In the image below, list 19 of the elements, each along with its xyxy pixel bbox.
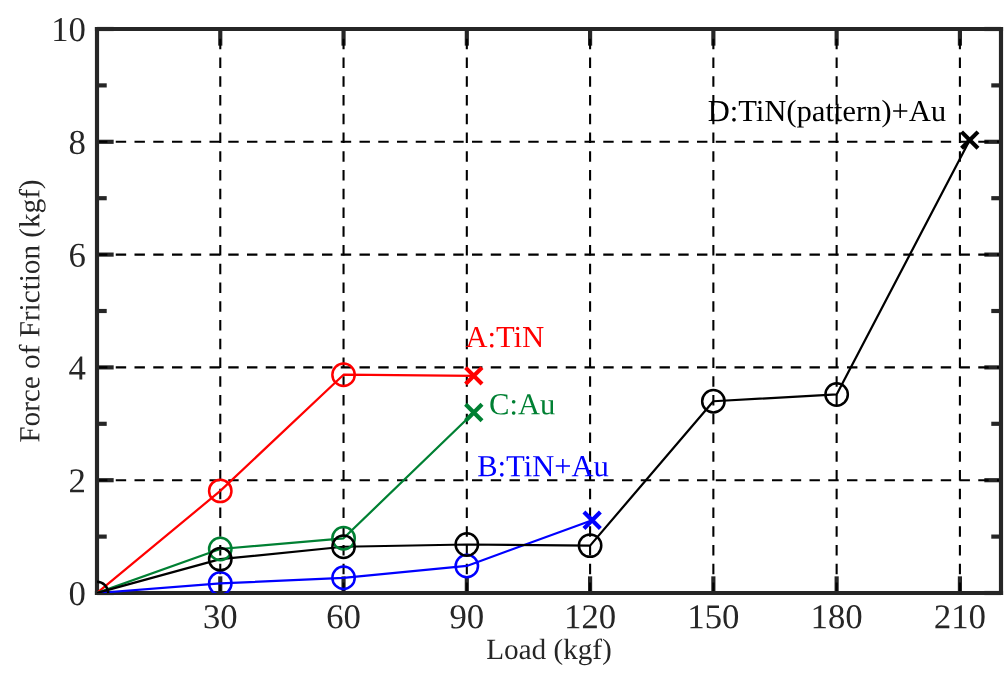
y-tick-label: 8 — [69, 130, 85, 155]
y-tick-label: 6 — [70, 243, 85, 267]
x-tick-label: 150 — [690, 605, 739, 629]
series-label: C:Au — [490, 394, 555, 415]
y-tick-label: 0 — [69, 581, 85, 606]
x-tick-label: 180 — [813, 605, 862, 629]
x-tick-label: 210 — [935, 605, 985, 629]
series-label: A:TiN — [465, 326, 544, 348]
y-tick-label: 2 — [70, 469, 84, 493]
x-tick-label: 60 — [327, 605, 360, 629]
series-label: D:TiN(pattern)+Au — [708, 99, 946, 128]
y-tick-label: 10 — [54, 17, 85, 42]
series-label: B:TiN+Au — [478, 455, 609, 477]
x-tick-label: 120 — [567, 605, 615, 629]
y-tick-label: 4 — [69, 356, 86, 380]
x-axis-title: Load (kgf) — [487, 638, 611, 666]
x-tick-label: 30 — [204, 605, 237, 629]
x-tick-label: 90 — [450, 605, 483, 629]
y-axis-title: Force of Friction (kgf) — [18, 180, 46, 442]
